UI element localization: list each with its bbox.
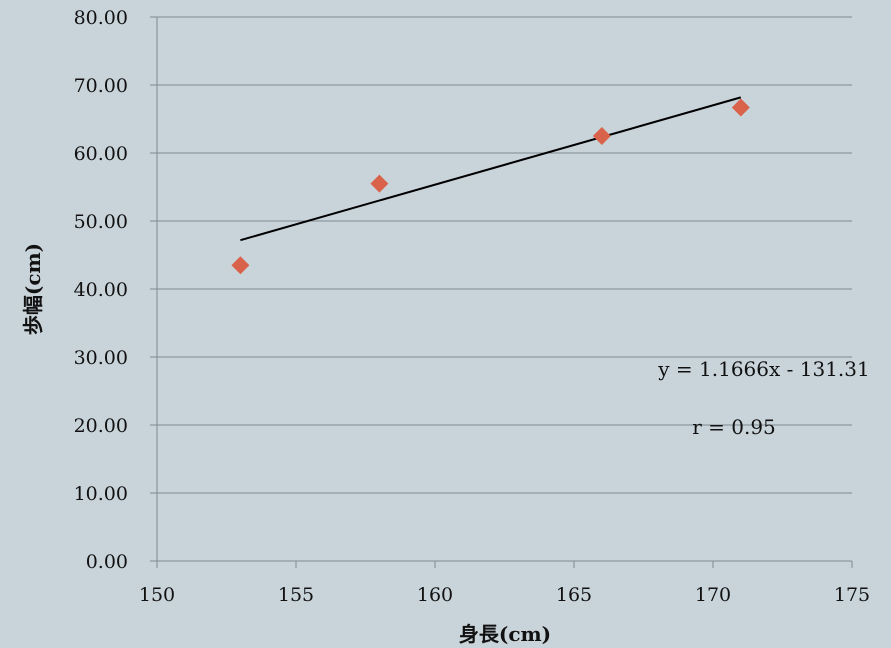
y-tick-label: 20.00 xyxy=(74,415,128,437)
data-point xyxy=(732,98,750,116)
data-points xyxy=(231,98,749,274)
trendline-group xyxy=(240,97,740,240)
x-tick-label: 150 xyxy=(139,584,175,606)
y-tick-label: 70.00 xyxy=(74,75,128,97)
data-point xyxy=(593,127,611,145)
x-tick-label: 160 xyxy=(417,584,453,606)
y-tick-label: 60.00 xyxy=(74,143,128,165)
x-tick-label: 170 xyxy=(695,584,731,606)
y-tick-label: 80.00 xyxy=(74,7,128,29)
trendline xyxy=(240,97,740,240)
x-tick-labels: 150 155 160 165 170 175 xyxy=(139,584,870,606)
y-tick-label: 30.00 xyxy=(74,347,128,369)
correlation-label: r = 0.95 xyxy=(692,415,776,439)
data-point xyxy=(231,256,249,274)
x-tick-label: 155 xyxy=(278,584,314,606)
y-tick-labels: 0.00 10.00 20.00 30.00 40.00 50.00 60.00 70.00 8… xyxy=(74,7,128,573)
trendline-equation: y = 1.1666x - 131.31 xyxy=(657,357,869,381)
x-tick-label: 165 xyxy=(556,584,592,606)
y-tick-label: 0.00 xyxy=(86,551,128,573)
axes xyxy=(150,17,852,568)
y-tick-label: 10.00 xyxy=(74,483,128,505)
x-axis-title: 身長(cm) xyxy=(459,622,551,646)
x-tick-label: 175 xyxy=(834,584,870,606)
y-tick-label: 50.00 xyxy=(74,211,128,233)
data-point xyxy=(370,175,388,193)
y-tick-label: 40.00 xyxy=(74,279,128,301)
y-axis-title: 歩幅(cm) xyxy=(21,243,45,335)
